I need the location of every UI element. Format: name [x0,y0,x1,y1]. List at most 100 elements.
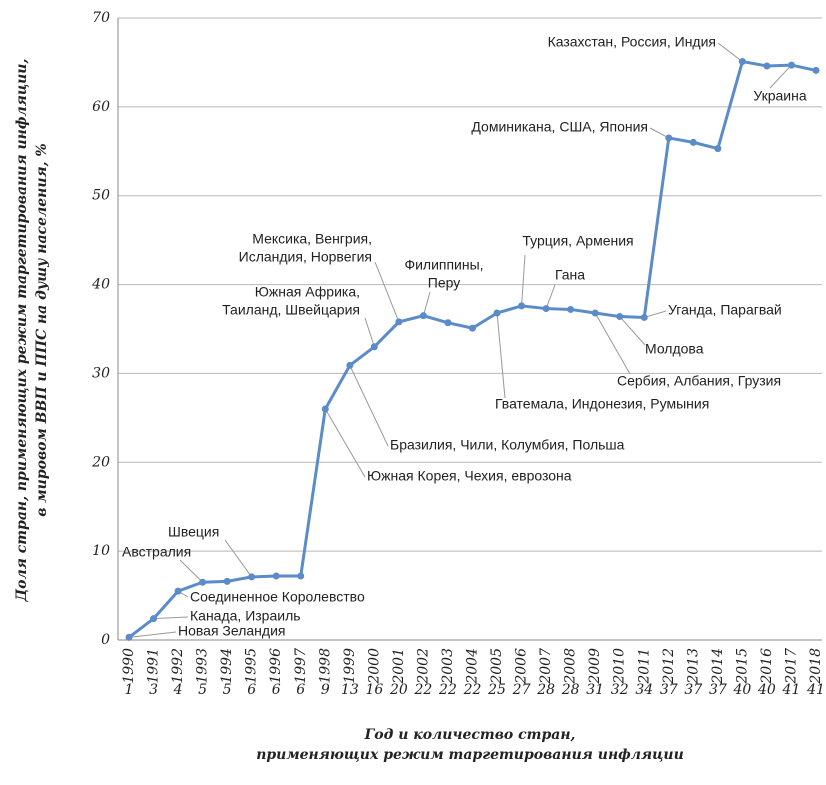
x-tick-label: 2004 [465,648,481,685]
leader-line [153,616,189,620]
leader-line [224,539,253,578]
x-tick-label: 2005 [489,648,505,685]
annotation: Южная Корея, Чехия, еврозона [367,468,572,484]
leader-line [128,631,177,638]
x-tick-label: 1999 [342,648,358,684]
count-label: 25 [487,682,506,698]
count-label: 37 [684,682,702,698]
count-label: 37 [660,682,678,698]
count-label: 20 [389,682,408,698]
point [542,305,550,313]
x-tick-label: 1991 [146,648,162,684]
y-axis-label: в мировом ВВП и ППС на душу населения, % [34,143,50,516]
x-tick-label: 1992 [170,648,186,684]
point [787,61,795,69]
point [395,318,403,326]
x-axis-label: применяющих режим таргетирования инфляци… [256,747,684,763]
point [125,633,133,641]
leader-line [649,127,670,139]
x-tick-label: 2006 [514,648,530,685]
point [812,66,820,74]
leader-line [324,408,366,478]
annotation: Гватемала, Индонезия, Румыния [495,396,709,412]
count-label: 28 [561,682,580,698]
point [738,58,746,66]
x-tick-label: 2001 [391,648,407,685]
x-tick-label: 2009 [587,648,603,685]
count-label: 41 [782,682,801,698]
y-tick-label: 0 [101,632,110,648]
leader-line [364,317,375,347]
leader-line [619,316,646,346]
count-label: 22 [414,682,433,698]
count-label: 9 [321,682,330,698]
point [444,319,452,327]
x-tick-label: 1997 [293,648,309,684]
y-tick-label: 40 [91,277,110,293]
x-tick-label: 2017 [783,648,799,685]
leader-line [717,42,743,62]
y-tick-label: 70 [92,10,110,26]
leader-line [374,261,400,323]
count-label: 27 [512,682,531,698]
point [518,302,526,310]
leader-line [349,365,389,447]
leader-line [422,291,431,316]
leader-line [594,312,631,375]
point [591,309,599,317]
count-label: 6 [296,682,305,698]
leader-line [179,559,203,583]
y-tick-label: 50 [92,188,110,204]
x-tick-label: 1995 [244,648,260,684]
point [469,324,476,332]
annotation: Бразилия, Чили, Колумбия, Польша [390,437,625,453]
annotation: Исландия, Норвегия [239,249,372,265]
annotation: Филиппины, [404,257,483,273]
point [567,305,575,313]
annotation: Казахстан, Россия, Индия [548,34,716,50]
count-label: 28 [536,682,555,698]
count-label: 4 [173,682,183,698]
y-tick-label: 30 [92,365,110,381]
count-label: 16 [365,682,383,698]
annotation: Австралия [122,544,191,560]
point [665,134,673,142]
point [370,343,378,351]
annotation: Соединенное Королевство [190,589,365,605]
point [272,572,280,580]
annotation: Украина [753,88,807,104]
x-tick-label: 2010 [612,648,628,685]
annotation: Таиланд, Швейцария [222,302,360,318]
x-tick-label: 1993 [195,648,211,684]
count-label: 6 [247,682,256,698]
point [616,313,624,321]
y-axis-label: Доля стран, применяющих режим таргетиров… [14,59,30,603]
annotation: Южная Африка, [255,284,360,300]
count-label: 5 [198,682,207,698]
x-tick-label: 2003 [440,648,456,685]
x-tick-label: 2013 [685,648,701,685]
point [248,573,256,581]
point [640,313,648,321]
leader-line [545,284,556,309]
annotation: Швеция [168,524,219,540]
point [689,138,697,146]
x-tick-label: 2018 [808,648,824,685]
annotation: Турция, Армения [522,233,633,249]
point [714,145,722,153]
point [297,572,305,580]
count-label: 31 [586,682,604,698]
count-label: 3 [149,682,158,698]
leader-line [644,310,667,318]
count-label: 41 [806,682,825,698]
x-axis-label: Год и количество стран, [364,727,576,743]
point [223,577,231,585]
y-tick-label: 10 [92,543,110,559]
count-label: 5 [223,682,232,698]
x-tick-label: 2016 [759,648,775,685]
count-label: 6 [272,682,281,698]
leader-line [521,254,526,306]
x-tick-label: 2000 [366,648,382,685]
count-label: 22 [438,682,457,698]
